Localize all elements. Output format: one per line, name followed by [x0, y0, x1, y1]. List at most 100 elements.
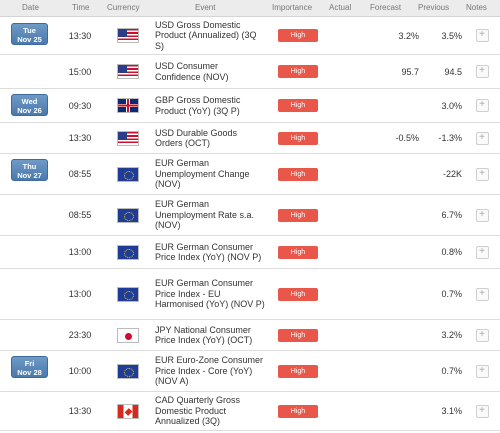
previous-value: 3.2% — [441, 330, 462, 340]
add-note-icon[interactable]: + — [475, 404, 489, 418]
actual-value — [330, 89, 368, 122]
eu-flag-icon — [117, 286, 139, 302]
event-name[interactable]: EUR German Unemployment Rate s.a. (NOV) — [155, 199, 255, 231]
add-note-icon[interactable]: + — [475, 364, 489, 378]
actual-value — [330, 195, 368, 235]
event-name[interactable]: EUR German Unemployment Change (NOV) — [155, 158, 250, 190]
event-time: 15:00 — [68, 66, 92, 77]
event-time: 09:30 — [68, 100, 92, 111]
importance-badge: High — [278, 29, 318, 42]
actual-value — [330, 392, 368, 430]
event-time: 08:55 — [68, 210, 92, 220]
event-time: 13:30 — [68, 30, 92, 41]
table-row: 13:00 EUR German Consumer Price Index (Y… — [0, 236, 500, 269]
event-time: 13:30 — [68, 133, 92, 143]
date-day: Thu — [22, 162, 37, 171]
table-header: Date Time Currency Event Importance Actu… — [0, 0, 500, 17]
table-row: 15:00 USD Consumer Confidence (NOV) High… — [0, 55, 500, 89]
event-name[interactable]: EUR Euro-Zone Consumer Price Index - Cor… — [155, 355, 264, 387]
forecast-value — [369, 269, 419, 319]
add-note-icon[interactable]: + — [475, 131, 489, 145]
actual-value — [330, 123, 368, 153]
table-row: 23:30 JPY National Consumer Price Index … — [0, 320, 500, 351]
header-date[interactable]: Date — [22, 3, 39, 12]
event-time: 13:00 — [68, 247, 92, 257]
add-note-icon[interactable]: + — [475, 29, 489, 42]
actual-value — [330, 269, 368, 319]
add-note-icon[interactable]: + — [475, 99, 489, 112]
add-note-icon[interactable]: + — [475, 208, 489, 222]
add-note-icon[interactable]: + — [475, 287, 489, 301]
importance-badge: High — [278, 287, 318, 301]
event-name[interactable]: USD Consumer Confidence (NOV) — [155, 61, 229, 82]
header-event[interactable]: Event — [195, 3, 216, 12]
jp-flag-icon — [117, 327, 139, 343]
actual-value — [330, 320, 368, 350]
date-badge: Tue Nov 25 — [11, 23, 48, 45]
table-row: Tue Nov 25 13:30 USD Gross Domestic Prod… — [0, 17, 500, 55]
previous-value: 0.7% — [441, 289, 462, 299]
date-month-day: Nov 28 — [17, 368, 42, 377]
previous-value: 6.7% — [441, 210, 462, 220]
forecast-value — [369, 236, 419, 268]
importance-badge: High — [278, 328, 318, 342]
header-actual[interactable]: Actual — [329, 3, 352, 12]
importance-badge: High — [278, 167, 318, 181]
forecast-value — [369, 89, 419, 122]
event-name[interactable]: EUR German Consumer Price Index - EU Har… — [155, 278, 265, 310]
add-note-icon[interactable]: + — [475, 65, 489, 78]
header-notes[interactable]: Notes — [466, 3, 487, 12]
event-time: 13:00 — [68, 289, 92, 299]
gb-flag-icon — [117, 98, 139, 113]
importance-badge: High — [278, 208, 318, 222]
actual-value — [330, 154, 368, 194]
importance-badge: High — [278, 65, 318, 78]
ca-flag-icon — [117, 403, 139, 419]
event-time: 23:30 — [68, 330, 92, 340]
event-name[interactable]: EUR German Consumer Price Index (YoY) (N… — [155, 241, 262, 263]
previous-value: 3.5% — [441, 30, 462, 41]
event-time: 10:00 — [68, 366, 92, 376]
forecast-value — [369, 195, 419, 235]
previous-value: -22K — [442, 169, 462, 179]
event-name[interactable]: USD Gross Domestic Product (Annualized) … — [155, 19, 257, 51]
event-name[interactable]: CAD Quarterly Gross Domestic Product Ann… — [155, 395, 241, 427]
us-flag-icon — [117, 64, 139, 79]
table-row: 08:55 EUR German Unemployment Rate s.a. … — [0, 195, 500, 236]
header-previous[interactable]: Previous — [418, 3, 450, 12]
date-day: Fri — [24, 359, 35, 368]
event-name[interactable]: GBP Gross Domestic Product (YoY) (3Q P) — [155, 95, 241, 116]
table-row: 13:30 CAD Quarterly Gross Domestic Produ… — [0, 392, 500, 431]
table-row: 13:00 EUR German Consumer Price Index - … — [0, 269, 500, 320]
eu-flag-icon — [117, 244, 139, 260]
event-time: 13:30 — [68, 406, 92, 416]
forecast-value — [369, 154, 419, 194]
previous-value: 94.5 — [444, 66, 462, 77]
add-note-icon[interactable]: + — [475, 245, 489, 259]
date-day: Tue — [23, 26, 36, 35]
previous-value: 0.8% — [441, 247, 462, 257]
header-importance[interactable]: Importance — [272, 3, 313, 12]
table-row: Thu Nov 27 08:55 EUR German Unemployment… — [0, 154, 500, 195]
header-time[interactable]: Time — [72, 3, 90, 12]
importance-badge: High — [278, 245, 318, 259]
forecast-value — [369, 320, 419, 350]
importance-badge: High — [278, 364, 318, 378]
date-month-day: Nov 25 — [17, 35, 42, 44]
add-note-icon[interactable]: + — [475, 167, 489, 181]
event-name[interactable]: JPY National Consumer Price Index (YoY) … — [155, 324, 253, 346]
date-month-day: Nov 27 — [17, 171, 42, 180]
event-time: 08:55 — [68, 169, 92, 179]
importance-badge: High — [278, 99, 318, 112]
add-note-icon[interactable]: + — [475, 328, 489, 342]
eu-flag-icon — [117, 207, 139, 223]
forecast-value: 95.7 — [401, 66, 419, 77]
previous-value: 3.1% — [441, 406, 462, 416]
header-forecast[interactable]: Forecast — [370, 3, 402, 12]
date-badge: Thu Nov 27 — [11, 159, 48, 181]
table-row: Wed Nov 26 09:30 GBP Gross Domestic Prod… — [0, 89, 500, 123]
event-name[interactable]: USD Durable Goods Orders (OCT) — [155, 127, 238, 149]
header-currency[interactable]: Currency — [107, 3, 140, 12]
us-flag-icon — [117, 28, 139, 43]
